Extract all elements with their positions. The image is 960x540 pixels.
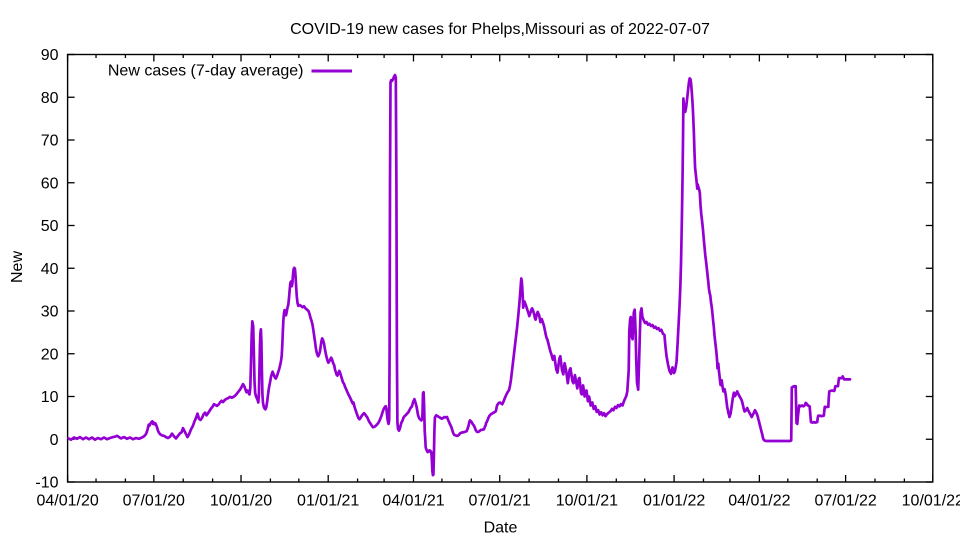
svg-text:20: 20 [41,346,59,363]
svg-text:10/01/21: 10/01/21 [556,493,618,510]
svg-text:07/01/20: 07/01/20 [123,493,185,510]
svg-text:70: 70 [41,133,59,150]
svg-text:50: 50 [41,218,59,235]
svg-text:-10: -10 [35,475,58,492]
svg-text:04/01/21: 04/01/21 [382,493,444,510]
svg-text:0: 0 [50,432,59,449]
svg-text:10/01/20: 10/01/20 [210,493,272,510]
svg-text:04/01/22: 04/01/22 [728,493,790,510]
svg-text:40: 40 [41,261,59,278]
svg-text:80: 80 [41,90,59,107]
svg-text:01/01/22: 01/01/22 [643,493,705,510]
svg-text:10: 10 [41,389,59,406]
svg-text:04/01/20: 04/01/20 [36,493,98,510]
svg-text:01/01/21: 01/01/21 [297,493,359,510]
svg-text:New: New [9,251,26,283]
svg-text:New cases (7-day average): New cases (7-day average) [108,63,304,80]
svg-text:Date: Date [484,520,518,537]
svg-text:10/01/22: 10/01/22 [902,493,960,510]
svg-text:COVID-19 new cases for Phelps,: COVID-19 new cases for Phelps,Missouri a… [290,21,710,38]
svg-text:07/01/22: 07/01/22 [814,493,876,510]
svg-text:30: 30 [41,304,59,321]
svg-text:60: 60 [41,175,59,192]
svg-text:07/01/21: 07/01/21 [469,493,531,510]
svg-text:90: 90 [41,47,59,64]
